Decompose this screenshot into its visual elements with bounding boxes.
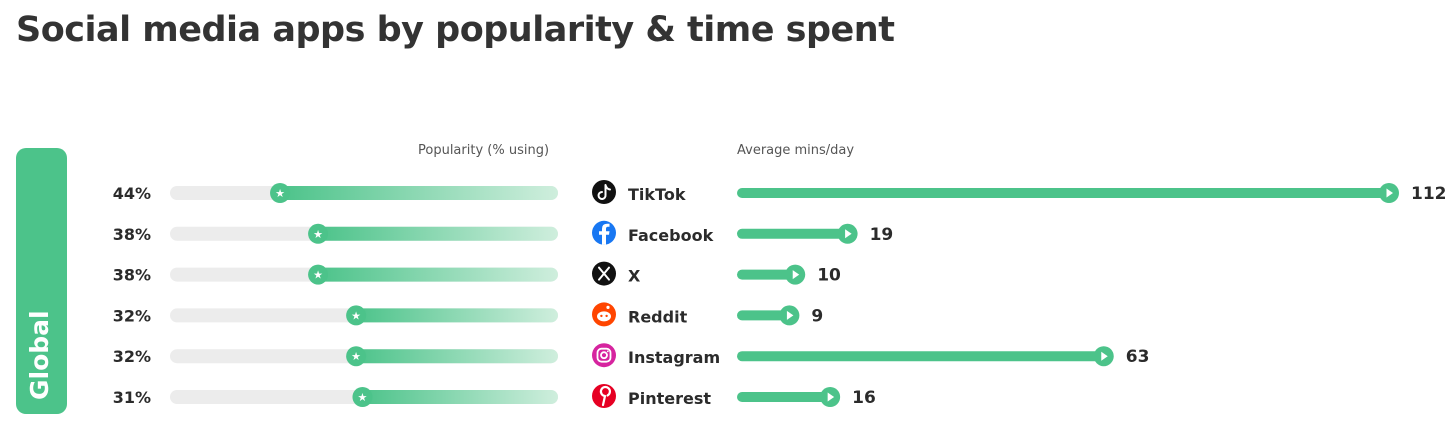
chart-row: 31% ★ Pinterest 16 — [113, 384, 876, 408]
reddit-eye-left — [600, 314, 603, 318]
app-name-label: Facebook — [628, 226, 714, 245]
tiktok-icon — [592, 180, 616, 204]
chart-row: 32% ★ Instagram 63 — [113, 343, 1150, 368]
region-tab-global: Global — [16, 148, 67, 414]
pinterest-icon — [592, 384, 616, 408]
mins-value-label: 19 — [870, 225, 894, 245]
facebook-f-glyph — [599, 223, 610, 245]
chart-row: 44% ★ TikTok 112 — [113, 180, 1447, 204]
play-icon — [792, 270, 800, 280]
app-name-label: Pinterest — [628, 389, 711, 408]
popularity-marker — [346, 346, 367, 367]
instagram-frame — [596, 347, 612, 363]
app-name-label: Reddit — [628, 307, 688, 326]
popularity-bar — [317, 226, 558, 241]
instagram-icon — [592, 343, 616, 368]
popularity-value-label: 32% — [113, 306, 151, 325]
popularity-value-label: 32% — [113, 347, 151, 366]
x-glyph — [598, 266, 610, 281]
popularity-bar — [355, 308, 558, 323]
mins-value-label: 10 — [817, 266, 841, 286]
popularity-value-label: 44% — [113, 184, 151, 203]
star-icon: ★ — [275, 187, 285, 200]
mins-value-label: 9 — [811, 306, 823, 326]
instagram-icon-bg — [592, 343, 616, 368]
app-name-label: X — [628, 267, 641, 286]
mins-header: Average mins/day — [737, 143, 855, 158]
popularity-value-label: 31% — [113, 388, 151, 407]
popularity-marker — [308, 223, 329, 244]
play-icon — [1101, 351, 1108, 361]
popularity-bar — [355, 349, 558, 364]
pinterest-p-glyph — [599, 385, 611, 407]
tiktok-note-glyph — [597, 184, 611, 200]
star-icon: ★ — [351, 309, 361, 322]
x-icon — [592, 261, 616, 286]
play-icon — [827, 392, 835, 402]
reddit-eye-right — [605, 314, 608, 318]
popularity-value-label: 38% — [113, 266, 151, 285]
play-icon — [786, 310, 794, 320]
reddit-antenna — [606, 305, 610, 309]
star-icon: ★ — [351, 350, 361, 363]
chart-row: 38% ★ X 10 — [113, 261, 841, 286]
star-icon: ★ — [313, 228, 323, 241]
popularity-marker — [308, 264, 329, 285]
app-name-label: Instagram — [628, 348, 720, 367]
play-icon — [845, 229, 852, 239]
popularity-marker — [346, 305, 367, 326]
popularity-bar — [317, 267, 558, 282]
chart-row: 32% ★ Reddit 9 — [113, 302, 823, 327]
chart-row: 38% ★ Facebook 19 — [113, 220, 894, 245]
popularity-value-label: 38% — [113, 225, 151, 244]
app-name-label: TikTok — [628, 185, 686, 204]
instagram-lens — [600, 351, 608, 360]
facebook-icon — [592, 220, 616, 245]
play-icon — [1386, 188, 1393, 198]
popularity-marker — [352, 387, 373, 407]
popularity-marker — [270, 183, 291, 203]
mins-value-label: 112 — [1411, 184, 1447, 204]
instagram-flash — [606, 350, 609, 353]
reddit-face — [597, 311, 611, 322]
mins-value-label: 16 — [852, 388, 876, 408]
popularity-header: Popularity (% using) — [418, 143, 550, 158]
popularity-bar — [361, 390, 558, 404]
reddit-icon — [592, 302, 616, 327]
chart-title: Social media apps by popularity & time s… — [16, 10, 895, 50]
tiktok-icon-bg — [592, 180, 616, 204]
star-icon: ★ — [313, 269, 323, 282]
popularity-bar — [279, 186, 558, 200]
mins-value-label: 63 — [1126, 347, 1150, 367]
star-icon: ★ — [358, 391, 368, 404]
